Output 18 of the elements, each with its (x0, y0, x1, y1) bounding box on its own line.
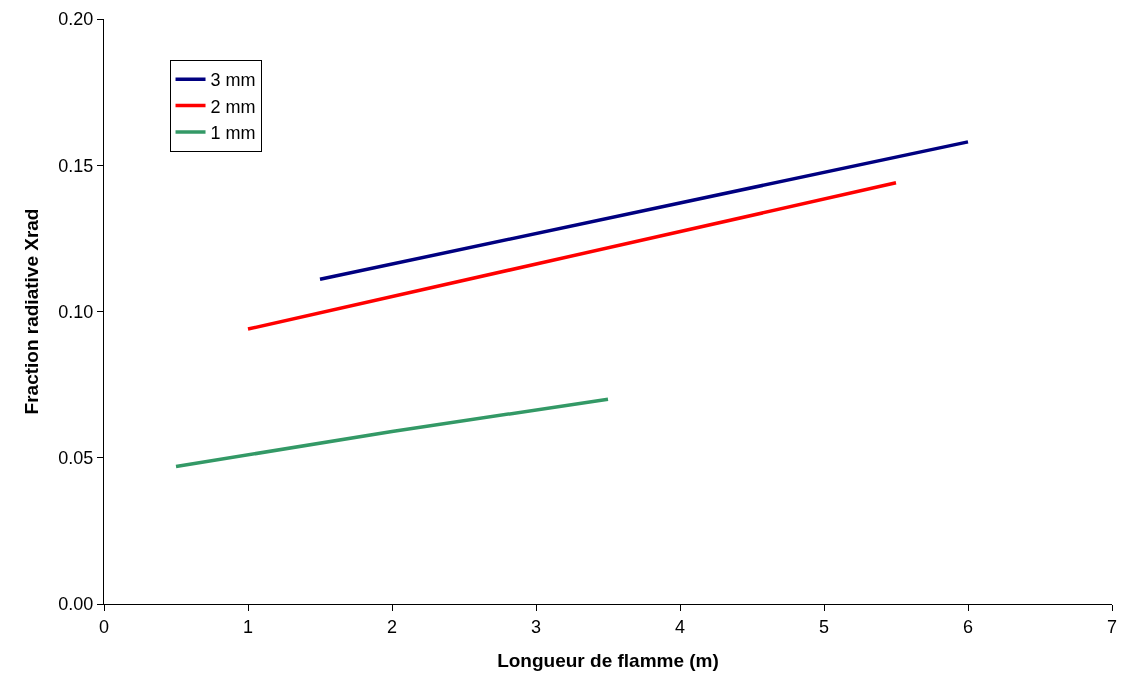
y-tick-label: 0.15 (58, 155, 94, 176)
x-tick-label: 1 (242, 616, 254, 637)
y-axis-title: Fraction radiative Xrad (21, 208, 43, 415)
x-tick-label: 4 (674, 616, 686, 637)
x-tick-label: 6 (962, 616, 974, 637)
x-tick-label: 2 (386, 616, 398, 637)
y-tick-label: 0.10 (58, 301, 94, 322)
y-tick-label: 0.05 (58, 448, 94, 469)
x-tick-label: 3 (530, 616, 542, 637)
x-tick-label: 5 (818, 616, 830, 637)
y-tick-label: 0.00 (58, 594, 94, 615)
x-axis-title: Longueur de flamme (m) (497, 650, 719, 672)
legend-label: 3 mm (210, 70, 256, 91)
y-tick-label: 0.20 (58, 9, 94, 30)
x-tick-label: 7 (1106, 616, 1118, 637)
x-tick-label: 0 (98, 616, 110, 637)
legend-label: 1 mm (210, 122, 256, 143)
legend-label: 2 mm (210, 96, 256, 117)
